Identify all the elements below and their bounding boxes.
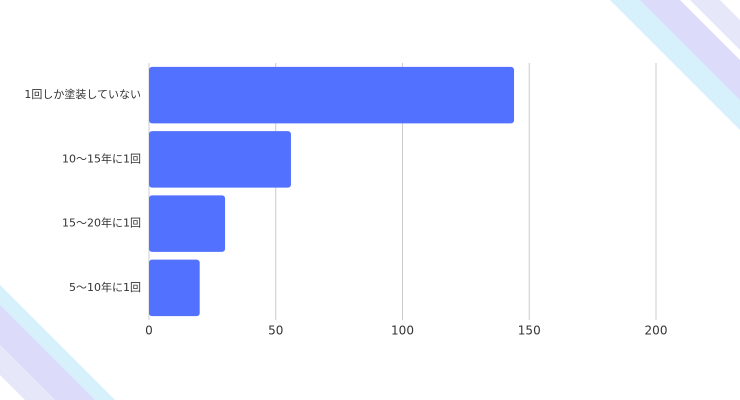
bar [149, 131, 291, 188]
x-tick-label: 50 [268, 324, 283, 338]
y-tick-label: 15〜20年に1回 [62, 216, 141, 230]
x-tick-label: 150 [518, 324, 541, 338]
x-tick-label: 100 [391, 324, 414, 338]
bar [149, 195, 226, 252]
y-tick-label: 10〜15年に1回 [62, 151, 141, 165]
y-tick-label: 5〜10年に1回 [69, 280, 141, 294]
y-tick-label: 1回しか塗装していない [24, 87, 141, 101]
bar [149, 259, 200, 317]
bar [149, 66, 515, 124]
x-tick-label: 200 [645, 324, 668, 338]
x-tick-label: 0 [145, 324, 153, 338]
